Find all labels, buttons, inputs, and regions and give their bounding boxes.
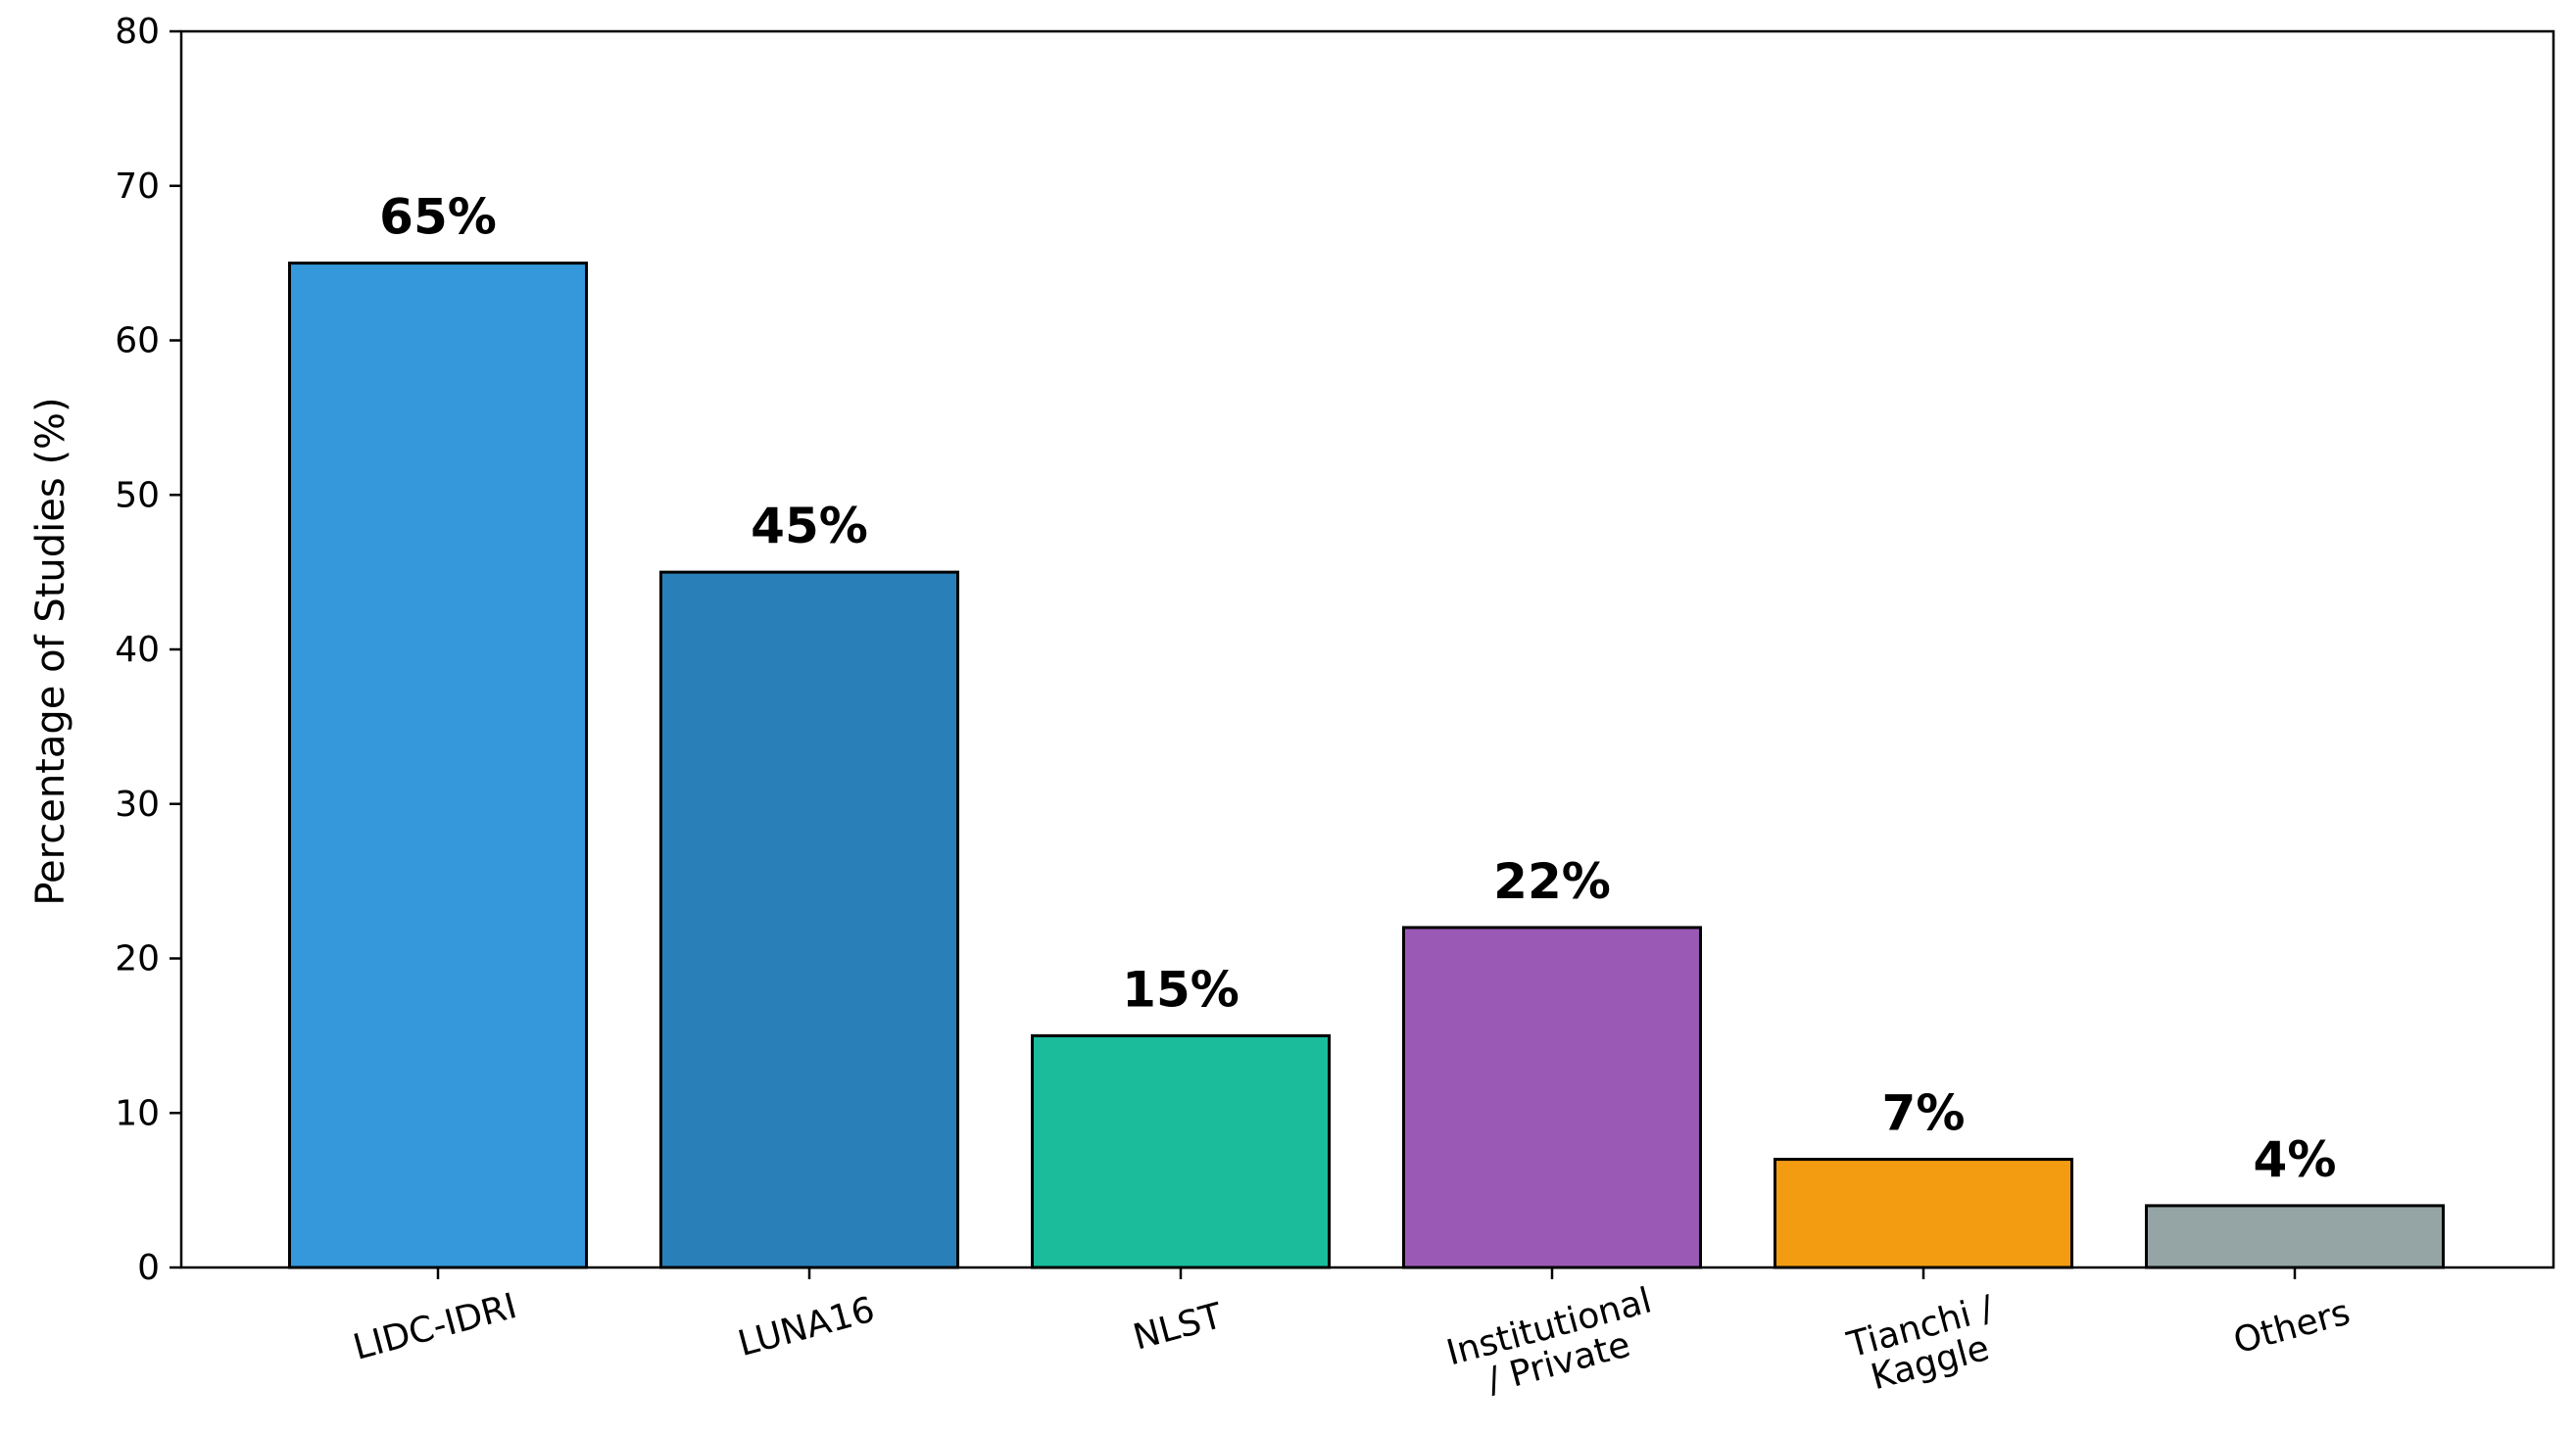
bar-value-label: 45% bbox=[751, 498, 868, 554]
value-labels-group: 65% 45% 15% 22% 7% 4% bbox=[379, 189, 2336, 1188]
x-tick-label: LIDC-IDRI bbox=[349, 1286, 520, 1368]
x-tick-label-group: NLST bbox=[1129, 1296, 1227, 1359]
x-tick-label: LUNA16 bbox=[734, 1290, 879, 1364]
bar-value-label: 65% bbox=[379, 189, 497, 246]
x-tick-label-group: LIDC-IDRI bbox=[349, 1286, 520, 1368]
x-tick-label: NLST bbox=[1129, 1296, 1227, 1359]
bar bbox=[1774, 1158, 2073, 1269]
y-axis-label-group: Percentage of Studies (%) bbox=[28, 397, 73, 905]
bar bbox=[659, 570, 959, 1269]
bar-value-label: 4% bbox=[2254, 1131, 2337, 1188]
bar-value-label: 15% bbox=[1122, 961, 1239, 1018]
bar bbox=[1402, 926, 1702, 1269]
bar-value-label: 7% bbox=[1882, 1085, 1966, 1142]
y-axis-label: Percentage of Studies (%) bbox=[28, 397, 73, 905]
y-tick-label: 10 bbox=[115, 1093, 160, 1133]
x-tick-label: Others bbox=[2229, 1292, 2354, 1362]
x-axis-ticks: LIDC-IDRI LUNA16 NLST Institutional/ Privat… bbox=[349, 1267, 2355, 1402]
y-axis-ticks: 0 10 20 30 40 50 60 70 80 bbox=[115, 12, 181, 1288]
y-tick-label: 0 bbox=[137, 1248, 160, 1288]
x-tick-label-group: LUNA16 bbox=[734, 1290, 879, 1364]
bar bbox=[288, 262, 588, 1269]
x-tick-label-group: Tianchi /Kaggle bbox=[1842, 1288, 1998, 1398]
x-tick-label-group: Institutional/ Private bbox=[1442, 1280, 1656, 1401]
y-tick-label: 30 bbox=[115, 785, 160, 825]
y-tick-label: 50 bbox=[115, 475, 160, 515]
bars-group bbox=[288, 262, 2445, 1269]
y-tick-label: 70 bbox=[115, 167, 160, 207]
plot-frame bbox=[179, 29, 2555, 1269]
bar-value-label: 22% bbox=[1493, 853, 1611, 910]
y-tick-label: 20 bbox=[115, 939, 160, 980]
bar bbox=[2145, 1204, 2445, 1269]
y-tick-label: 60 bbox=[115, 321, 160, 361]
bar bbox=[1031, 1033, 1331, 1269]
x-tick-label-group: Others bbox=[2229, 1292, 2354, 1362]
y-tick-label: 40 bbox=[115, 630, 160, 670]
y-tick-label: 80 bbox=[115, 12, 160, 52]
